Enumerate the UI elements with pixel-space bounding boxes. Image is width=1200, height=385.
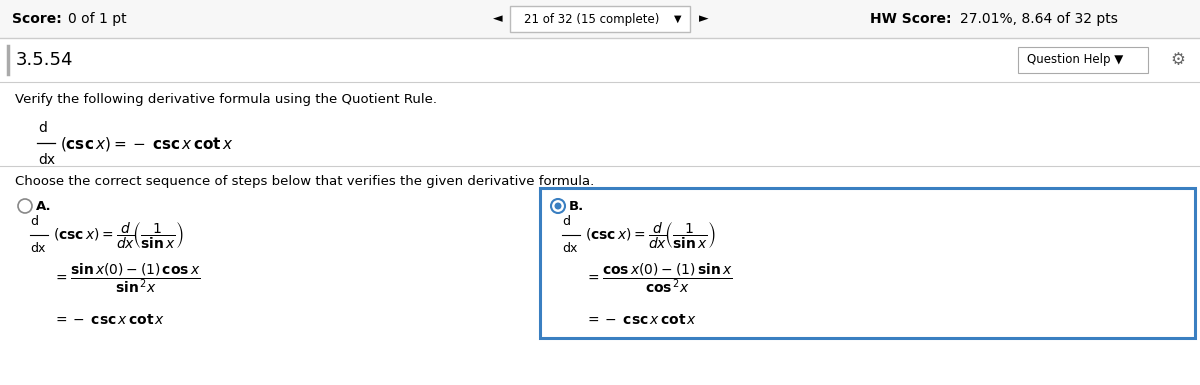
Text: ►: ► xyxy=(700,12,709,25)
Text: 0 of 1 pt: 0 of 1 pt xyxy=(68,12,127,26)
FancyBboxPatch shape xyxy=(510,6,690,32)
Text: $= \dfrac{\mathbf{cos}\,x(0) - (1)\,\mathbf{sin}\,x}{\mathbf{cos}^{\,2}x}$: $= \dfrac{\mathbf{cos}\,x(0) - (1)\,\mat… xyxy=(586,261,732,295)
Text: Question Help ▼: Question Help ▼ xyxy=(1027,54,1123,67)
Text: 27.01%, 8.64 of 32 pts: 27.01%, 8.64 of 32 pts xyxy=(960,12,1118,26)
Text: d: d xyxy=(30,215,38,228)
Circle shape xyxy=(554,203,562,209)
FancyBboxPatch shape xyxy=(540,188,1195,338)
Text: ▼: ▼ xyxy=(674,14,682,24)
Text: ◄: ◄ xyxy=(493,12,503,25)
Text: ⚙: ⚙ xyxy=(1170,51,1186,69)
Text: dx: dx xyxy=(30,242,46,255)
Text: HW Score:: HW Score: xyxy=(870,12,952,26)
Text: $= \dfrac{\mathbf{sin}\,x(0) - (1)\,\mathbf{cos}\,x}{\mathbf{sin}^{\,2}x}$: $= \dfrac{\mathbf{sin}\,x(0) - (1)\,\mat… xyxy=(53,261,200,295)
Text: d: d xyxy=(38,121,47,135)
Text: 21 of 32 (15 complete): 21 of 32 (15 complete) xyxy=(524,12,660,25)
Text: d: d xyxy=(562,215,570,228)
Text: dx: dx xyxy=(562,242,577,255)
Text: B.: B. xyxy=(569,199,584,213)
Text: dx: dx xyxy=(38,153,55,167)
FancyBboxPatch shape xyxy=(0,0,1200,38)
Text: $(\mathbf{csc}\,x) = -\;\mathbf{csc}\,x\,\mathbf{cot}\,x$: $(\mathbf{csc}\,x) = -\;\mathbf{csc}\,x\… xyxy=(60,135,234,153)
Text: $(\mathbf{csc}\,x) = \dfrac{d}{dx}\!\left(\dfrac{1}{\mathbf{sin}\,x}\right)$: $(\mathbf{csc}\,x) = \dfrac{d}{dx}\!\lef… xyxy=(53,221,184,251)
Text: 3.5.54: 3.5.54 xyxy=(16,51,73,69)
Text: A.: A. xyxy=(36,199,52,213)
FancyBboxPatch shape xyxy=(1018,47,1148,73)
Text: $= -\;\mathbf{csc}\,x\,\mathbf{cot}\,x$: $= -\;\mathbf{csc}\,x\,\mathbf{cot}\,x$ xyxy=(53,313,166,327)
Text: Verify the following derivative formula using the Quotient Rule.: Verify the following derivative formula … xyxy=(14,94,437,107)
Text: Choose the correct sequence of steps below that verifies the given derivative fo: Choose the correct sequence of steps bel… xyxy=(14,176,594,189)
Text: $= -\;\mathbf{csc}\,x\,\mathbf{cot}\,x$: $= -\;\mathbf{csc}\,x\,\mathbf{cot}\,x$ xyxy=(586,313,697,327)
Text: Score:: Score: xyxy=(12,12,61,26)
Text: $(\mathbf{csc}\,x) = \dfrac{d}{dx}\!\left(\dfrac{1}{\mathbf{sin}\,x}\right)$: $(\mathbf{csc}\,x) = \dfrac{d}{dx}\!\lef… xyxy=(586,221,716,251)
